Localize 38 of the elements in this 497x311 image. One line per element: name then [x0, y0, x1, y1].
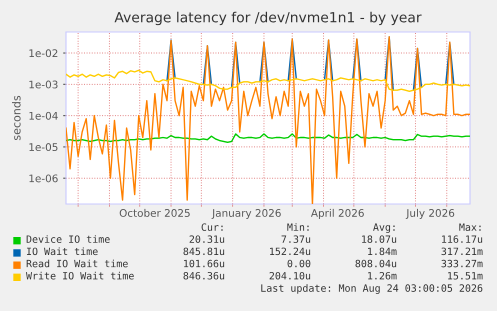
text: 1.84m: [368, 248, 397, 256]
text: 1.26m: [368, 272, 397, 280]
text: 116.17u: [442, 235, 482, 243]
line-series: [66, 70, 470, 92]
x-tick-label: April 2026: [310, 208, 364, 219]
text: 333.27m: [442, 260, 483, 268]
y-tick-label: 1e-06: [29, 174, 58, 182]
text: 20.31u: [190, 235, 224, 243]
text: 317.21m: [442, 248, 483, 256]
text: Cur:: [202, 223, 223, 231]
legend-label: Read IO Wait time: [26, 260, 128, 268]
x-tick-label: October 2025: [120, 208, 190, 217]
text: 846.36u: [183, 272, 224, 280]
text: Last update: Mon Aug 24 03:00:05 2026: [261, 284, 482, 294]
text: 152.24u: [270, 248, 310, 256]
text: 18.07u: [362, 235, 396, 243]
text: 7.37u: [282, 235, 310, 243]
x-tick-label: January 2026: [212, 209, 281, 219]
text: Max:: [459, 223, 481, 231]
text: 101.66u: [184, 260, 224, 268]
legend-label: Write IO Wait time: [26, 272, 134, 280]
text: Avg:: [373, 223, 395, 233]
x-tick-label: July 2026: [406, 208, 454, 219]
y-tick-label: 1e-03: [29, 80, 58, 88]
line-series: [66, 133, 470, 144]
text: Min:: [287, 223, 309, 231]
text: 808.04u: [355, 260, 396, 268]
legend-label: IO Wait time: [26, 247, 98, 256]
y-tick-label: 1e-04: [29, 112, 58, 120]
y-tick-label: 1e-02: [29, 49, 58, 58]
chart-title: Average latency for /dev/nvme1n1 - by year: [114, 12, 422, 26]
y-tick-label: 1e-05: [29, 143, 58, 152]
legend-label: Device IO time: [26, 235, 110, 243]
text: 0.00: [288, 260, 310, 268]
text: 204.10u: [270, 272, 310, 280]
y-axis-title: seconds: [12, 96, 21, 140]
text: 845.81u: [183, 248, 224, 256]
text: 15.51m: [448, 272, 483, 280]
